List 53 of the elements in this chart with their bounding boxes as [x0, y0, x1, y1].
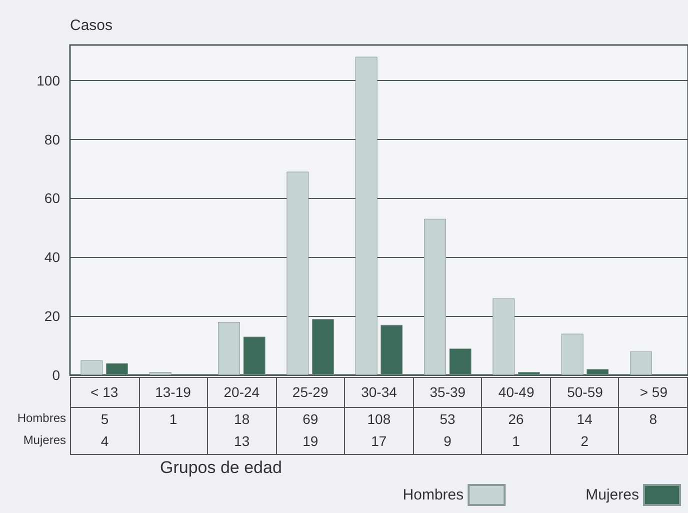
x-tick-label: 40-49 [498, 384, 534, 400]
x-tick-label: 50-59 [567, 384, 604, 400]
x-tick-label: < 13 [90, 384, 118, 400]
bar [630, 351, 652, 375]
data-label: 13 [233, 432, 251, 451]
data-label: 9 [442, 432, 452, 451]
data-label: 108 [366, 410, 392, 429]
bar [561, 334, 584, 375]
data-label: 2 [580, 432, 590, 451]
data-label: 5 [100, 410, 110, 429]
bar [106, 363, 128, 375]
bar [243, 336, 266, 375]
bar [80, 360, 103, 375]
bar [449, 348, 472, 375]
data-label: 14 [576, 410, 594, 429]
data-label: 26 [507, 410, 525, 429]
x-tick-label: 13-19 [155, 384, 192, 400]
data-label: 69 [302, 410, 320, 429]
legend-label: Hombres [402, 486, 464, 504]
x-tick-label: > 59 [640, 384, 668, 400]
bar [218, 322, 240, 375]
bar [424, 218, 446, 375]
bar [149, 372, 172, 375]
y-tick-label: 20 [44, 308, 60, 324]
y-tick-label: 100 [36, 72, 60, 88]
x-tick-label: 30-34 [361, 384, 398, 400]
text: Hombres [17, 411, 66, 425]
data-label: 1 [168, 410, 178, 429]
y-tick-label: 40 [44, 249, 60, 266]
data-label: 17 [370, 432, 388, 451]
y-tick-label: 60 [44, 190, 60, 206]
data-label: 19 [302, 432, 320, 451]
data-label: 18 [233, 410, 251, 429]
bar [286, 172, 309, 375]
x-tick-label: 25-29 [292, 384, 328, 400]
y-axis-title: Casos [70, 17, 113, 34]
x-tick-label: 20-24 [224, 384, 260, 400]
bar [312, 319, 334, 375]
bar [586, 369, 609, 375]
data-label: 8 [648, 410, 658, 429]
bar [355, 56, 378, 375]
y-tick-label: 80 [44, 131, 60, 148]
bar [380, 324, 403, 375]
legend-label: Mujeres [586, 486, 639, 504]
y-tick-label: 0 [52, 367, 60, 383]
data-label: 1 [511, 432, 521, 451]
text: Mujeres [23, 433, 66, 447]
x-tick-label: 35-39 [430, 384, 466, 400]
bar [518, 372, 540, 375]
data-label: 53 [438, 410, 456, 429]
bar [492, 298, 515, 375]
x-axis-title: Grupos de edad [160, 458, 282, 478]
data-label: 4 [100, 432, 110, 451]
